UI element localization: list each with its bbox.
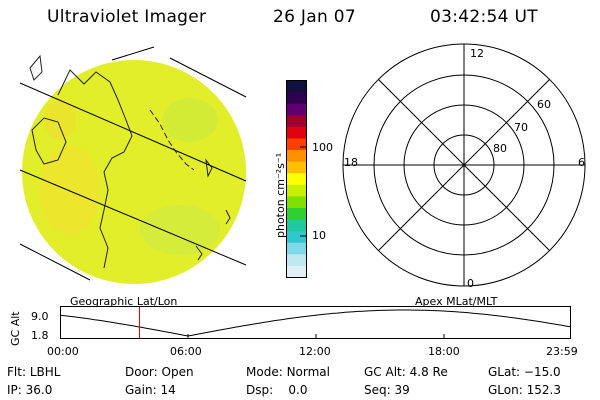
altitude-ytick-1-8: 1.8	[31, 329, 49, 342]
colorbar-segment	[286, 92, 307, 105]
colorbar-segment	[286, 138, 307, 151]
latitude-line	[19, 82, 247, 182]
mlat-label-60: 60	[537, 98, 551, 111]
coastline	[149, 109, 195, 171]
info-gc-alt: GC Alt: 4.8 Re	[364, 365, 448, 379]
altitude-ytick-9: 9.0	[31, 310, 49, 323]
colorbar-unit-label: photon cm⁻²s⁻¹	[274, 152, 287, 238]
mlt-label-18: 18	[344, 156, 358, 169]
info-gain: Gain: 14	[125, 383, 176, 397]
info-dsp: Dsp: 0.0	[246, 383, 308, 397]
observation-date: 26 Jan 07	[273, 7, 356, 27]
time-tick-1200: 12:00	[299, 345, 331, 358]
mlat-label-80: 80	[493, 142, 507, 155]
earth-image-panel	[19, 46, 247, 284]
color-scale-bar	[286, 80, 307, 279]
colorbar-segment	[286, 207, 307, 221]
polar-diagonal	[378, 79, 550, 251]
time-tick-2359: 23:59	[546, 345, 578, 358]
latitude-line	[169, 57, 247, 98]
info-mode: Mode: Normal	[246, 365, 330, 379]
earth-panel-label: Geographic Lat/Lon	[70, 295, 178, 308]
colorbar-segment	[286, 196, 307, 209]
latitude-line	[111, 46, 155, 61]
colorbar-segment	[286, 103, 307, 116]
colorbar-segment	[286, 231, 307, 244]
colorbar-segment	[286, 173, 307, 186]
info-seq: Seq: 39	[364, 383, 410, 397]
colorbar-segment	[286, 254, 307, 267]
altitude-time-plot	[60, 306, 571, 339]
coastline	[57, 69, 133, 269]
mlat-label-70: 70	[514, 121, 528, 134]
colorbar-segment	[286, 115, 307, 128]
mlat-mlt-polar-plot	[342, 43, 586, 287]
time-tick-0000: 00:00	[47, 345, 79, 358]
colorbar-segment	[286, 126, 307, 140]
colorbar-segment	[286, 219, 307, 232]
coastline	[31, 117, 67, 165]
altitude-curve	[60, 309, 571, 337]
colorbar-segment	[286, 80, 307, 93]
observation-time: 03:42:54 UT	[430, 7, 538, 27]
colorbar-tick-100: 100	[312, 141, 333, 154]
mlt-label-6: 6	[578, 156, 585, 169]
info-door: Door: Open	[125, 365, 194, 379]
instrument-title: Ultraviolet Imager	[47, 7, 207, 27]
altitude-axis-label: GC Alt	[9, 311, 22, 346]
colorbar-segment	[286, 242, 307, 255]
mlt-label-0: 0	[467, 277, 474, 290]
time-tick-0600: 06:00	[170, 345, 202, 358]
colorbar-segment	[286, 184, 307, 197]
colorbar-tick-10: 10	[312, 229, 326, 242]
colorbar-segment	[286, 150, 307, 163]
polar-panel-label: Apex MLat/MLT	[415, 295, 498, 308]
colorbar-segment	[286, 161, 307, 174]
time-tick-1800: 18:00	[428, 345, 460, 358]
info-flt: Flt: LBHL	[7, 365, 61, 379]
altitude-plot-frame	[60, 306, 571, 339]
colorbar-segment	[286, 265, 307, 279]
mlt-label-12: 12	[470, 47, 484, 60]
latitude-line	[19, 169, 247, 266]
info-glon: GLon: 152.3	[488, 383, 561, 397]
info-ip: IP: 36.0	[7, 383, 53, 397]
latitude-line	[19, 243, 91, 281]
info-glat: GLat: −15.0	[488, 365, 561, 379]
